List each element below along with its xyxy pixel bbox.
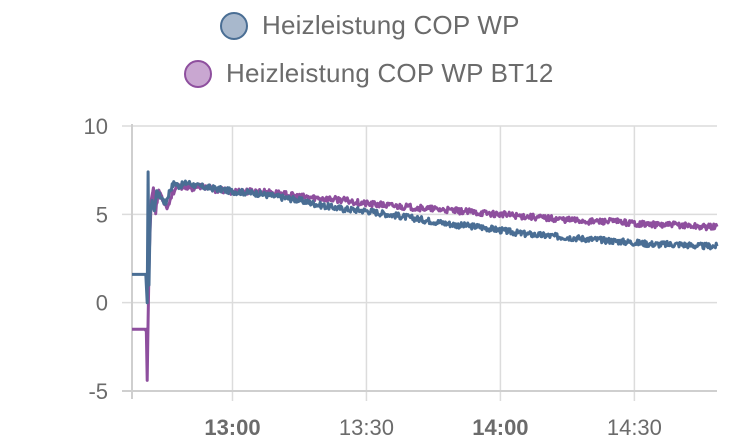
y-tick-label: 0 <box>96 291 108 316</box>
series-line-cop-wp <box>131 170 719 305</box>
series-lines <box>131 170 719 382</box>
x-tick-label: 14:00 <box>472 415 528 440</box>
legend-swatch-cop-wp-bt12 <box>184 59 212 88</box>
legend-item-cop-wp[interactable]: Heizleistung COP WP <box>220 10 520 41</box>
legend-swatch-cop-wp <box>220 11 248 40</box>
y-tick-label: 5 <box>96 202 108 227</box>
legend-item-cop-wp-bt12[interactable]: Heizleistung COP WP BT12 <box>184 58 554 89</box>
axes <box>122 124 717 399</box>
y-tick-label: 10 <box>84 114 108 139</box>
x-tick-label: 13:30 <box>339 415 394 440</box>
legend-label-cop-wp: Heizleistung COP WP <box>262 10 520 40</box>
chart-legend: Heizleistung COP WP Heizleistung COP WP … <box>0 0 750 110</box>
legend-label-cop-wp-bt12: Heizleistung COP WP BT12 <box>226 58 554 88</box>
x-tick-label: 14:30 <box>607 415 662 440</box>
grid-lines <box>122 125 717 401</box>
tick-labels: 10 5 0 -5 13:00 13:30 14:00 14:30 <box>84 114 662 440</box>
x-tick-label: 13:00 <box>204 415 260 440</box>
y-tick-label: -5 <box>88 379 108 404</box>
